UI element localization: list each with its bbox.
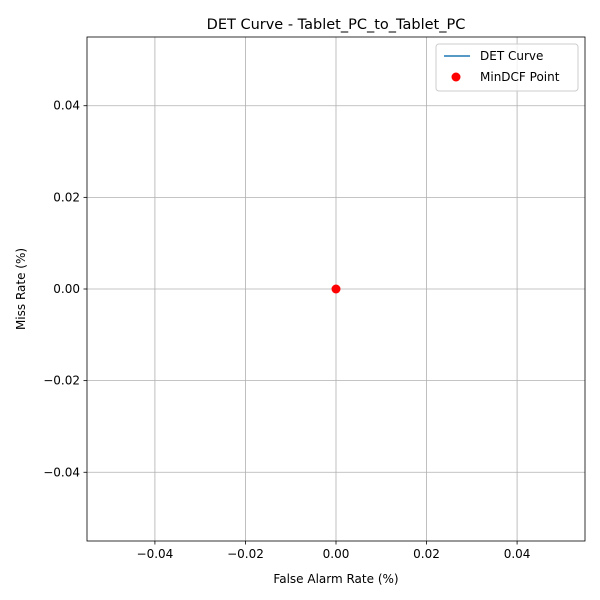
y-tick-label: 0.04 (53, 99, 80, 113)
y-tick-label: −0.02 (43, 374, 80, 388)
legend-box (435, 43, 579, 92)
y-axis-label: Miss Rate (%) (14, 248, 28, 330)
x-tick-label: −0.04 (137, 547, 174, 561)
data-series (331, 284, 341, 294)
x-axis-label: False Alarm Rate (%) (273, 572, 398, 586)
x-tick-label: 0.00 (323, 547, 350, 561)
x-tick-label: −0.02 (227, 547, 264, 561)
y-tick-label: −0.04 (43, 465, 80, 479)
legend-swatch-mindcf-point (451, 72, 461, 82)
plot-area-frame (86, 36, 586, 542)
y-tick-label: 0.02 (53, 190, 80, 204)
chart-title: DET Curve - Tablet_PC_to_Tablet_PC (207, 17, 466, 33)
x-tick-label: 0.02 (413, 547, 440, 561)
axis-ticks: −0.04 −0.02 0.00 0.02 0.04 −0.04 −0.02 0.00 0.02… (43, 99, 530, 561)
legend-label-mindcf-point: MinDCF Point (480, 70, 560, 84)
mindcf-point (331, 284, 341, 294)
y-tick-label: 0.00 (53, 282, 80, 296)
legend: DET Curve MinDCF Point (435, 43, 579, 92)
x-tick-label: 0.04 (504, 547, 531, 561)
legend-label-det-curve: DET Curve (480, 49, 543, 63)
